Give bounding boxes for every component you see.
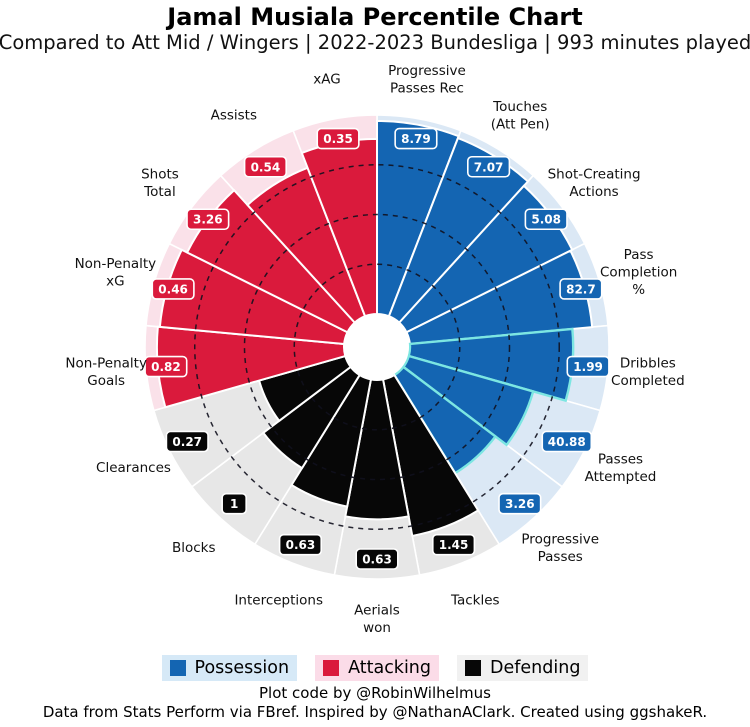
slice-assists <box>246 166 367 325</box>
legend-swatch-defending <box>465 660 482 676</box>
legend-swatch-attacking <box>323 660 340 676</box>
value-badge-blocks <box>221 492 247 515</box>
slice-aerials-won <box>344 378 410 521</box>
slice-xag <box>300 137 378 318</box>
slice-non-penalty-xg <box>158 248 349 346</box>
legend-label: Defending <box>490 658 581 678</box>
value-xag: 0.35 <box>323 132 353 146</box>
ring-25 <box>293 263 461 431</box>
value-shot-creating-actions: 5.08 <box>531 213 561 227</box>
label-shot-creating-actions: Shot-Creating Actions <box>548 166 641 200</box>
footer-source: Data from Stats Perform via FBref. Inspi… <box>42 703 708 721</box>
label-passes-attempted: Passes Attempted <box>585 451 657 485</box>
ring-50 <box>243 213 511 481</box>
value-blocks: 1 <box>230 497 238 511</box>
value-badge-aerials-won <box>355 548 399 570</box>
slice-interceptions <box>290 373 373 508</box>
ring-75 <box>194 164 560 530</box>
legend-swatch-possession <box>169 660 186 676</box>
label-clearances: Clearances <box>96 460 171 476</box>
slice-dribbles-completed <box>407 327 575 403</box>
value-badge-tackles <box>431 533 476 556</box>
value-interceptions: 0.63 <box>286 538 316 552</box>
value-touches-att-pen: 7.07 <box>474 160 504 174</box>
slice-passes-attempted <box>401 354 535 447</box>
slice-touches-att-pen <box>387 136 530 325</box>
legend-label: Attacking <box>348 658 432 678</box>
chart-legend: Possession Attacking Defending <box>0 655 750 681</box>
label-non-penalty-xg: Non-Penalty xG <box>75 256 157 290</box>
label-aerials-won: Aerials won <box>354 602 400 636</box>
label-interceptions: Interceptions <box>234 593 323 609</box>
value-shots-total: 3.26 <box>193 213 223 227</box>
value-non-penalty-xg: 0.46 <box>158 282 188 296</box>
value-passes-attempted: 40.88 <box>548 435 586 449</box>
label-dribbles-completed: Dribbles Completed <box>611 355 685 389</box>
value-aerials-won: 0.63 <box>362 553 392 567</box>
value-badge-dribbles-completed <box>566 355 610 378</box>
value-assists: 0.54 <box>251 160 281 174</box>
page-subtitle: Compared to Att Mid / Wingers | 2022-202… <box>0 31 750 54</box>
legend-item-attacking: Attacking <box>315 655 440 681</box>
label-xag: xAG <box>313 72 340 88</box>
label-pass-completion: Pass Completion% <box>600 247 677 298</box>
label-progressive-passes: Progressive Passes <box>521 531 599 565</box>
value-badge-progressive-passes-rec <box>394 127 438 150</box>
label-assists: Assists <box>211 108 257 124</box>
label-touches-att-pen: Touches (Att Pen) <box>491 99 550 133</box>
value-badge-progressive-passes <box>498 492 542 515</box>
legend-item-possession: Possession <box>161 655 298 681</box>
value-pass-completion: 82.7 <box>566 282 596 296</box>
label-progressive-passes-rec: Progressive Passes Rec <box>388 63 466 97</box>
center-hole <box>345 315 409 379</box>
value-progressive-passes-rec: 8.79 <box>401 132 431 146</box>
value-clearances: 0.27 <box>172 435 202 449</box>
value-badge-xag <box>316 127 360 150</box>
legend-label: Possession <box>194 658 290 678</box>
label-shots-total: Shots Total <box>141 166 179 200</box>
value-non-penalty-goals: 0.82 <box>151 360 181 374</box>
value-badge-passes-attempted <box>541 430 593 453</box>
slice-non-penalty-goals <box>155 325 347 409</box>
value-badge-touches-att-pen <box>467 155 511 178</box>
value-badge-assists <box>243 155 287 178</box>
value-badge-non-penalty-goals <box>144 355 188 378</box>
value-badge-pass-completion <box>559 278 603 300</box>
footer-credit: Plot code by @RobinWilhelmus <box>259 684 491 702</box>
value-dribbles-completed: 1.99 <box>573 360 603 374</box>
value-badge-non-penalty-xg <box>151 278 195 300</box>
label-blocks: Blocks <box>172 540 216 556</box>
value-tackles: 1.45 <box>439 538 469 552</box>
legend-item-defending: Defending <box>457 655 589 681</box>
value-badge-interceptions <box>278 533 323 556</box>
value-badge-shot-creating-actions <box>524 208 568 231</box>
label-non-penalty-goals: Non-Penalty Goals <box>65 355 147 389</box>
label-tackles: Tackles <box>450 593 500 609</box>
page-title: Jamal Musiala Percentile Chart <box>167 3 583 31</box>
slice-tackles <box>381 373 480 538</box>
value-badge-clearances <box>165 430 209 453</box>
slice-blocks <box>261 365 362 470</box>
value-badge-shots-total <box>186 208 230 231</box>
value-progressive-passes: 3.26 <box>505 497 535 511</box>
